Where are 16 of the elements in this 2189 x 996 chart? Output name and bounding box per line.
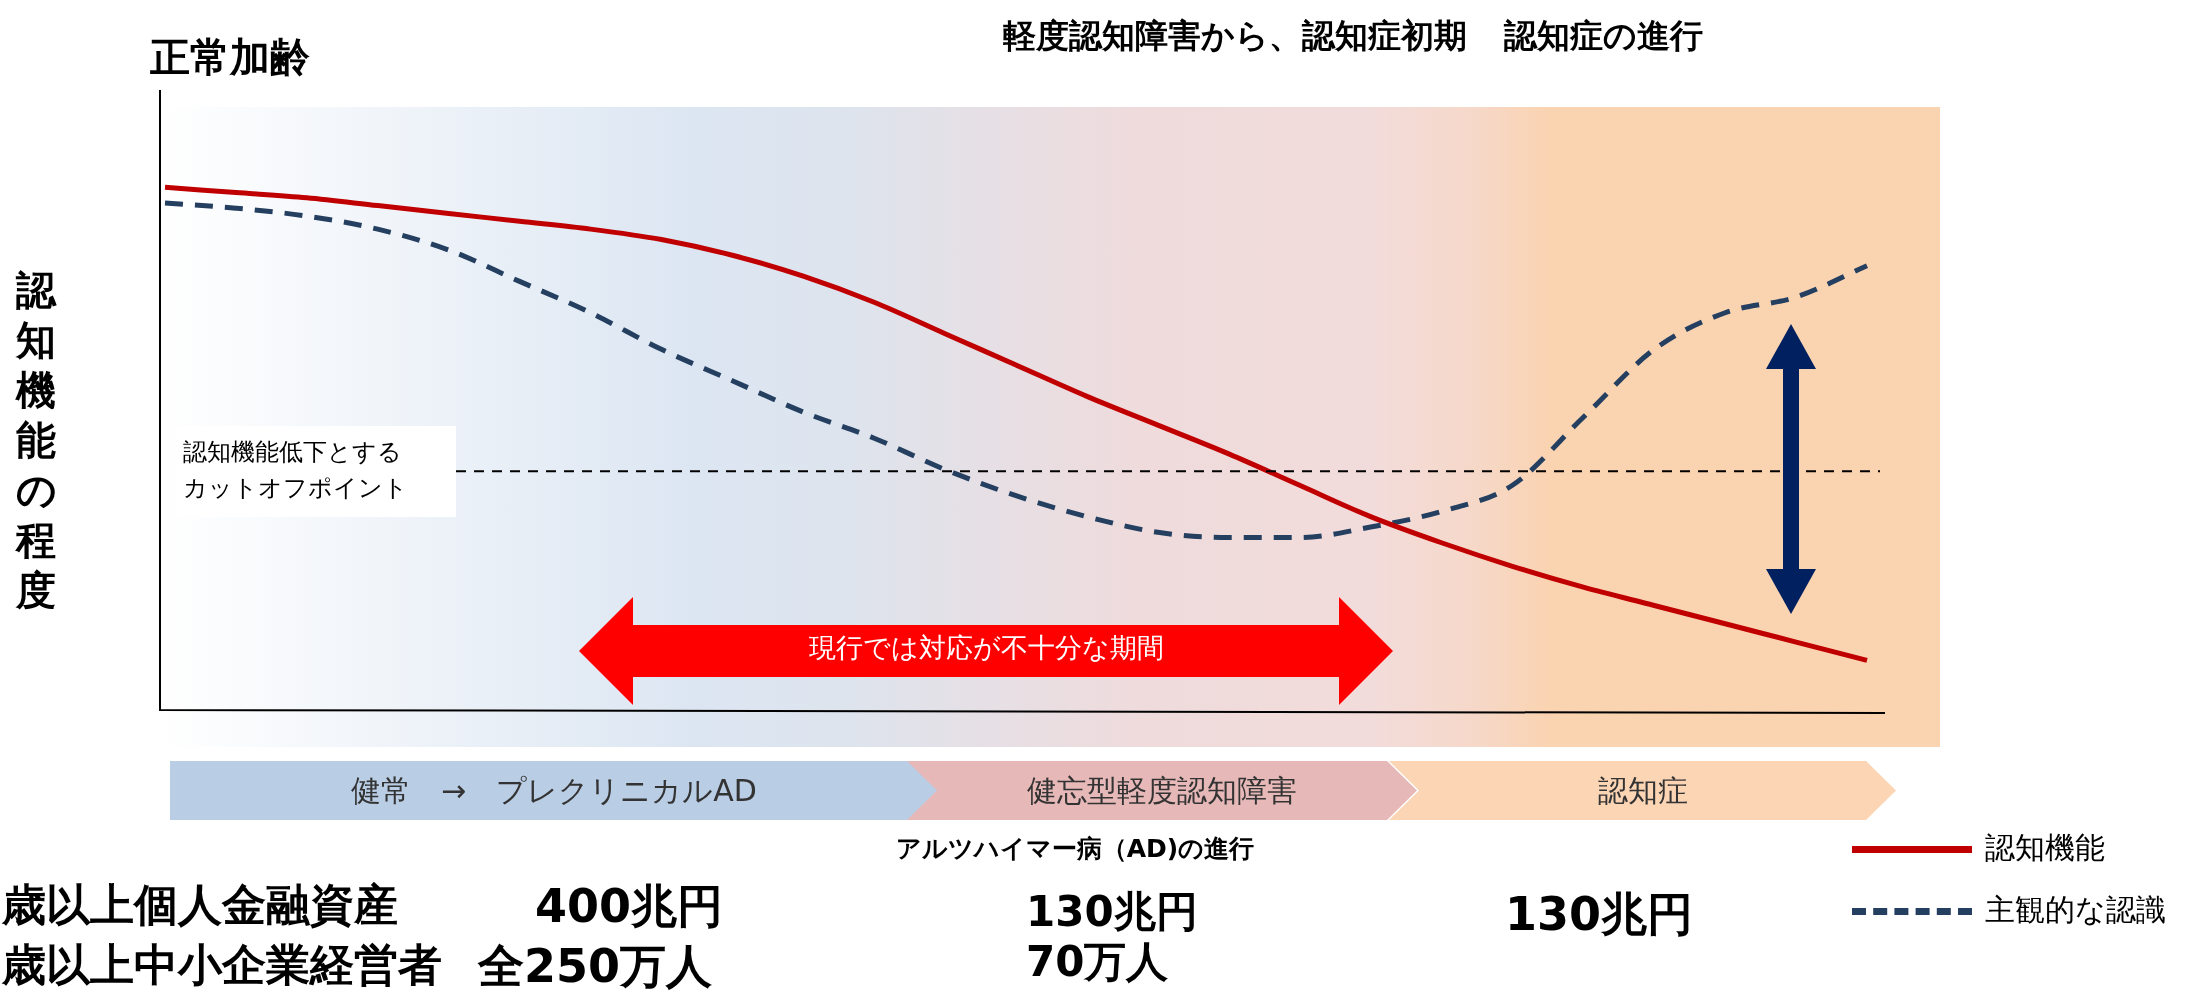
x-axis-title: アルツハイマー病（AD)の進行: [894, 833, 1256, 865]
text: 全250万人: [478, 938, 713, 995]
annotation: 現行では対応が不十分な期間: [807, 631, 1165, 665]
text: 軽度認知障害から、認知症初期: [1003, 16, 1467, 55]
text: 歳以上中小企業経営者: [2, 938, 442, 992]
text: 70万人: [1026, 937, 1169, 986]
text: 130兆円: [1026, 887, 1198, 936]
text: 認知症の進行: [1503, 16, 1703, 55]
text: 歳以上個人金融資産: [2, 878, 398, 932]
y-axis-title: 認知機能の程度: [14, 266, 58, 615]
legend-label: 認知機能: [1985, 829, 2105, 867]
text: 400兆円: [535, 878, 724, 935]
legend-label: 主観的な認識: [1985, 891, 2166, 929]
ref-line-label: 認知機能低下とするカットオフポイント: [183, 437, 409, 504]
text: 130兆円: [1505, 886, 1694, 943]
text: 正常加齢: [150, 33, 310, 82]
